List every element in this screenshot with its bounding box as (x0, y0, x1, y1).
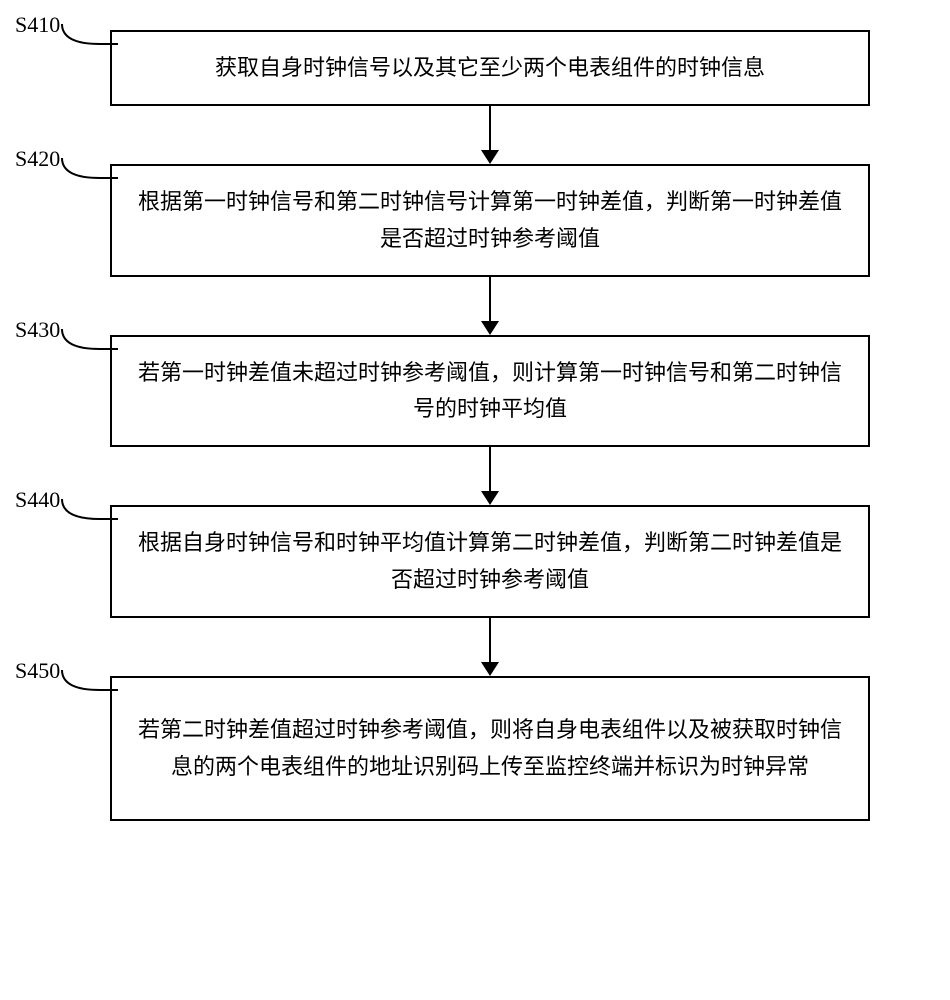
step-box: 根据第一时钟信号和第二时钟信号计算第一时钟差值，判断第一时钟差值是否超过时钟参考… (110, 164, 870, 277)
step-label: S420 (15, 146, 60, 172)
flow-step: S410获取自身时钟信号以及其它至少两个电表组件的时钟信息 (110, 30, 890, 106)
label-connector (60, 327, 120, 355)
arrow-container (110, 106, 870, 164)
label-connector (60, 668, 120, 696)
arrow-container (110, 618, 870, 676)
flow-arrow (470, 106, 510, 164)
step-text: 根据第一时钟信号和第二时钟信号计算第一时钟差值，判断第一时钟差值是否超过时钟参考… (136, 184, 844, 257)
flow-step: S420根据第一时钟信号和第二时钟信号计算第一时钟差值，判断第一时钟差值是否超过… (110, 164, 890, 277)
flow-arrow (470, 618, 510, 676)
step-text: 若第二时钟差值超过时钟参考阈值，则将自身电表组件以及被获取时钟信息的两个电表组件… (136, 712, 844, 785)
flow-step: S440根据自身时钟信号和时钟平均值计算第二时钟差值，判断第二时钟差值是否超过时… (110, 505, 890, 618)
label-connector (60, 497, 120, 525)
step-label: S440 (15, 487, 60, 513)
flow-arrow (470, 447, 510, 505)
step-label: S450 (15, 658, 60, 684)
label-connector (60, 22, 120, 50)
flow-arrow (470, 277, 510, 335)
step-text: 获取自身时钟信号以及其它至少两个电表组件的时钟信息 (215, 50, 765, 86)
step-label: S430 (15, 317, 60, 343)
step-label: S410 (15, 12, 60, 38)
step-box: 若第一时钟差值未超过时钟参考阈值，则计算第一时钟信号和第二时钟信号的时钟平均值 (110, 335, 870, 448)
step-box: 获取自身时钟信号以及其它至少两个电表组件的时钟信息 (110, 30, 870, 106)
flow-step: S450若第二时钟差值超过时钟参考阈值，则将自身电表组件以及被获取时钟信息的两个… (110, 676, 890, 821)
step-box: 根据自身时钟信号和时钟平均值计算第二时钟差值，判断第二时钟差值是否超过时钟参考阈… (110, 505, 870, 618)
arrow-container (110, 447, 870, 505)
label-connector (60, 156, 120, 184)
step-box: 若第二时钟差值超过时钟参考阈值，则将自身电表组件以及被获取时钟信息的两个电表组件… (110, 676, 870, 821)
flow-step: S430若第一时钟差值未超过时钟参考阈值，则计算第一时钟信号和第二时钟信号的时钟… (110, 335, 890, 448)
flowchart-container: S410获取自身时钟信号以及其它至少两个电表组件的时钟信息 S420根据第一时钟信… (110, 30, 890, 821)
arrow-container (110, 277, 870, 335)
step-text: 若第一时钟差值未超过时钟参考阈值，则计算第一时钟信号和第二时钟信号的时钟平均值 (136, 355, 844, 428)
step-text: 根据自身时钟信号和时钟平均值计算第二时钟差值，判断第二时钟差值是否超过时钟参考阈… (136, 525, 844, 598)
